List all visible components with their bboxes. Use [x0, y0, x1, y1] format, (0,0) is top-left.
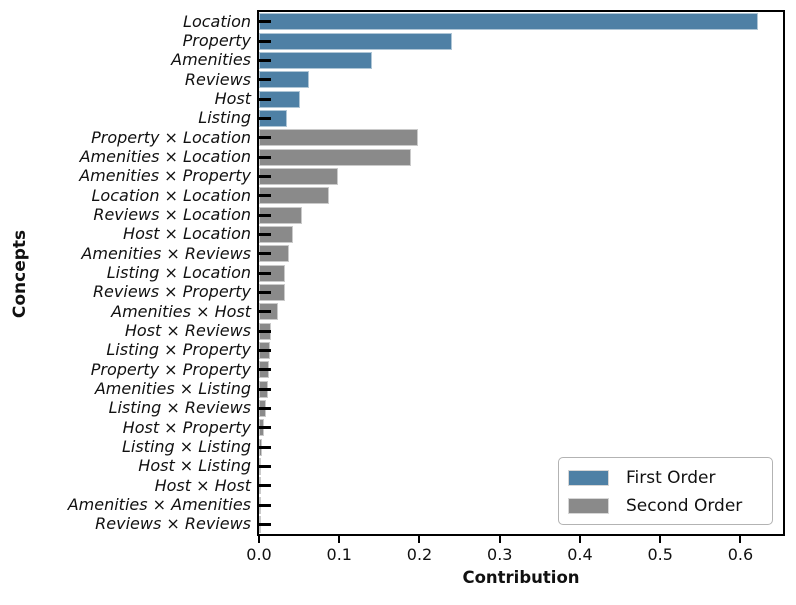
x-tick-label: 0.4 [567, 545, 593, 564]
y-tick-label: Host × Location [123, 224, 251, 244]
y-tick-label: Host × Listing [138, 456, 251, 476]
y-tick [259, 406, 271, 410]
bar [259, 148, 412, 166]
x-tick [498, 536, 501, 543]
y-tick [259, 97, 271, 101]
y-tick-label: Listing × Location [106, 263, 251, 282]
y-tick-label: Reviews [184, 69, 251, 89]
y-tick-labels: Location Property Amenities Reviews Host List… [0, 12, 251, 534]
y-tick [259, 445, 271, 449]
plot-frame [257, 10, 785, 536]
legend-entry-first-order: First Order [568, 464, 772, 492]
y-tick [259, 348, 271, 352]
x-tick [338, 536, 341, 543]
y-tick-label: Host × Reviews [124, 321, 251, 340]
first-order-swatch [568, 470, 609, 486]
y-tick [259, 503, 271, 507]
y-tick [259, 174, 271, 178]
x-tick [258, 536, 260, 543]
bar [259, 13, 759, 31]
y-tick-label: Amenities × Location [79, 147, 251, 166]
y-tick-label: Property × Property [90, 359, 251, 379]
y-tick-label: Property [182, 31, 251, 50]
legend-label: First Order [626, 468, 716, 488]
x-tick-label: 0.0 [246, 545, 272, 564]
bar [259, 129, 418, 147]
y-tick [259, 116, 271, 120]
legend: First Order Second Order [558, 457, 773, 525]
bar [259, 32, 453, 50]
x-tick-label: 0.2 [406, 545, 433, 564]
legend-entry-second-order: Second Order [568, 492, 772, 520]
y-tick [259, 387, 271, 391]
y-tick-label: Amenities × Amenities [67, 495, 251, 514]
x-tick [578, 536, 581, 543]
y-tick [259, 522, 271, 526]
x-tick-label: 0.3 [487, 545, 513, 564]
x-tick-label: 0.6 [727, 545, 754, 564]
legend-label: Second Order [626, 496, 743, 516]
y-tick-label: Location × Location [91, 185, 251, 205]
bar [259, 51, 373, 69]
y-tick [259, 78, 271, 82]
x-tick-label: 0.1 [326, 545, 352, 564]
y-tick [259, 39, 271, 43]
plot-area [259, 12, 783, 534]
y-tick [259, 290, 271, 294]
y-tick [259, 484, 271, 488]
y-tick-label: Amenities × Reviews [81, 243, 251, 263]
y-tick-label: Host [214, 89, 251, 108]
y-tick [259, 155, 271, 159]
y-tick-label: Listing × Reviews [108, 398, 251, 418]
y-tick-label: Location [183, 11, 251, 31]
y-tick [259, 271, 271, 275]
y-tick [259, 464, 271, 468]
y-tick-label: Host × Host [154, 475, 251, 495]
y-tick [259, 136, 271, 140]
y-tick-label: Listing × Listing [122, 437, 251, 456]
y-tick [259, 310, 271, 314]
x-tick [418, 536, 421, 543]
y-tick-label: Amenities × Property [79, 166, 251, 186]
y-tick [259, 194, 271, 198]
x-tick-label: 0.5 [647, 545, 673, 564]
y-tick [259, 252, 271, 256]
x-axis-title: Contribution [462, 568, 580, 587]
y-tick [259, 232, 271, 236]
y-tick-label: Listing × Property [106, 340, 251, 360]
y-tick [259, 213, 271, 217]
y-tick-label: Host × Property [122, 417, 251, 437]
y-tick [259, 329, 271, 333]
y-tick-label: Amenities [171, 50, 251, 70]
x-tick [739, 536, 742, 543]
y-tick [259, 58, 271, 62]
y-tick-label: Listing [198, 108, 251, 128]
y-tick-label: Amenities × Host [111, 301, 251, 321]
x-tick [659, 536, 662, 543]
y-tick [259, 426, 271, 430]
second-order-swatch [568, 498, 609, 514]
y-tick-label: Reviews × Location [93, 205, 251, 224]
y-tick-label: Amenities × Listing [94, 379, 251, 398]
y-tick-label: Property × Location [91, 127, 251, 147]
y-tick [259, 20, 271, 24]
y-tick-label: Reviews × Reviews [95, 514, 251, 534]
y-tick-label: Reviews × Property [92, 282, 251, 302]
y-tick [259, 368, 271, 372]
